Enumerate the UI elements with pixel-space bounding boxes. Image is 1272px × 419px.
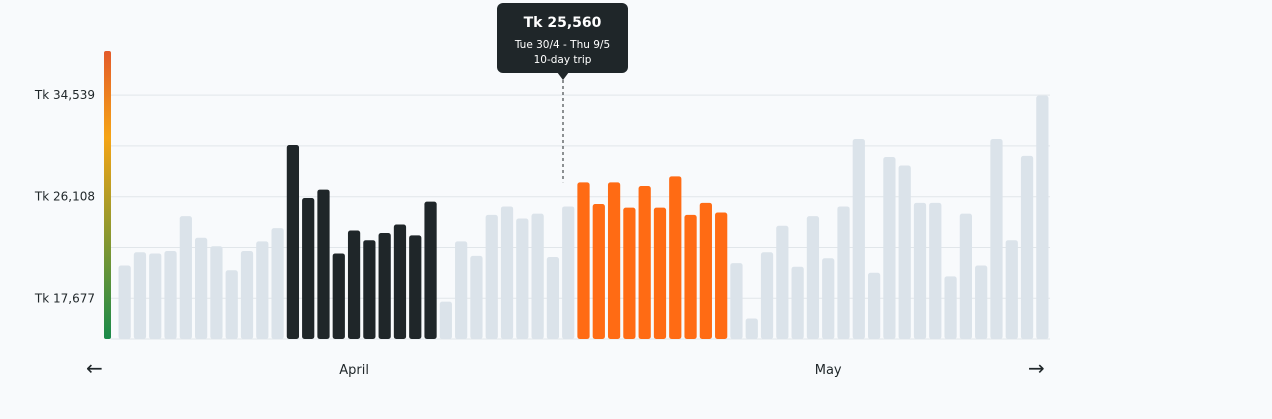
bar-default[interactable] (562, 206, 575, 339)
bar-default[interactable] (470, 255, 483, 339)
bar-default[interactable] (195, 237, 208, 339)
prev-arrow-icon[interactable]: ← (86, 356, 103, 380)
next-arrow-icon[interactable]: → (1028, 356, 1045, 380)
bar-default[interactable] (883, 157, 896, 339)
bar-default[interactable] (990, 138, 1003, 339)
bar-default[interactable] (822, 258, 835, 339)
bar-highlighted[interactable] (577, 182, 590, 339)
tooltip-box (497, 3, 628, 73)
bar-default[interactable] (806, 216, 820, 339)
bar-highlighted[interactable] (715, 212, 728, 339)
bar-highlighted[interactable] (623, 207, 636, 339)
bars[interactable] (118, 95, 1049, 340)
bar-default[interactable] (1036, 95, 1049, 339)
bar-default[interactable] (791, 266, 804, 339)
bar-selected[interactable] (286, 144, 300, 339)
bar-default[interactable] (760, 252, 774, 339)
bar-default[interactable] (1020, 155, 1034, 339)
bar-selected[interactable] (393, 224, 407, 339)
tooltip-duration: 10-day trip (534, 54, 592, 66)
bar-selected[interactable] (317, 189, 330, 339)
bar-highlighted[interactable] (669, 176, 682, 339)
bar-highlighted[interactable] (592, 204, 605, 339)
bar-default[interactable] (944, 276, 957, 339)
bar-default[interactable] (133, 252, 147, 339)
bar-selected[interactable] (378, 232, 391, 339)
bar-default[interactable] (867, 272, 881, 339)
bar-highlighted[interactable] (684, 214, 697, 339)
bar-default[interactable] (485, 214, 498, 339)
month-labels: April May (339, 363, 842, 378)
y-tick-label: Tk 26,108 (34, 190, 95, 204)
bar-default[interactable] (118, 265, 131, 339)
price-tooltip: Tk 25,560 Tue 30/4 - Thu 9/5 10-day trip (497, 3, 628, 183)
bar-selected[interactable] (424, 201, 437, 339)
tooltip-price: Tk 25,560 (524, 15, 602, 31)
bar-default[interactable] (959, 213, 972, 339)
bar-selected[interactable] (332, 253, 345, 339)
bar-default[interactable] (730, 263, 743, 339)
bar-selected[interactable] (347, 230, 361, 339)
month-label: May (815, 363, 842, 378)
y-axis-labels: Tk 34,539 Tk 26,108 Tk 17,677 (34, 88, 95, 305)
bar-highlighted[interactable] (653, 207, 667, 339)
bar-selected[interactable] (363, 240, 376, 339)
bar-selected[interactable] (409, 235, 422, 339)
bar-selected[interactable] (302, 198, 315, 339)
bar-default[interactable] (271, 228, 284, 339)
bar-default[interactable] (898, 165, 911, 339)
y-tick-label: Tk 34,539 (34, 88, 95, 102)
bar-default[interactable] (149, 253, 162, 339)
bar-default[interactable] (225, 270, 238, 339)
price-scale-bar (104, 51, 111, 339)
bar-default[interactable] (546, 257, 560, 339)
bar-default[interactable] (516, 218, 529, 340)
bar-highlighted[interactable] (699, 202, 712, 339)
bar-default[interactable] (913, 202, 927, 339)
bar-default[interactable] (455, 241, 468, 339)
bar-default[interactable] (179, 216, 192, 339)
bar-highlighted[interactable] (638, 185, 651, 339)
bar-default[interactable] (1005, 240, 1018, 339)
bar-default[interactable] (439, 301, 452, 339)
tooltip-dates: Tue 30/4 - Thu 9/5 (514, 39, 610, 51)
bar-default[interactable] (837, 206, 850, 339)
bar-default[interactable] (500, 206, 514, 339)
bar-default[interactable] (240, 251, 254, 339)
bar-default[interactable] (776, 225, 789, 339)
bar-default[interactable] (164, 251, 177, 339)
bar-default[interactable] (256, 241, 269, 339)
bar-highlighted[interactable] (607, 182, 621, 339)
tooltip-pointer (557, 72, 569, 80)
y-tick-label: Tk 17,677 (34, 291, 95, 305)
bar-default[interactable] (852, 138, 865, 339)
bar-default[interactable] (929, 202, 942, 339)
bar-default[interactable] (975, 265, 988, 339)
bar-default[interactable] (531, 213, 544, 339)
month-label: April (339, 363, 369, 378)
bar-default[interactable] (210, 246, 223, 339)
bar-default[interactable] (745, 318, 758, 339)
